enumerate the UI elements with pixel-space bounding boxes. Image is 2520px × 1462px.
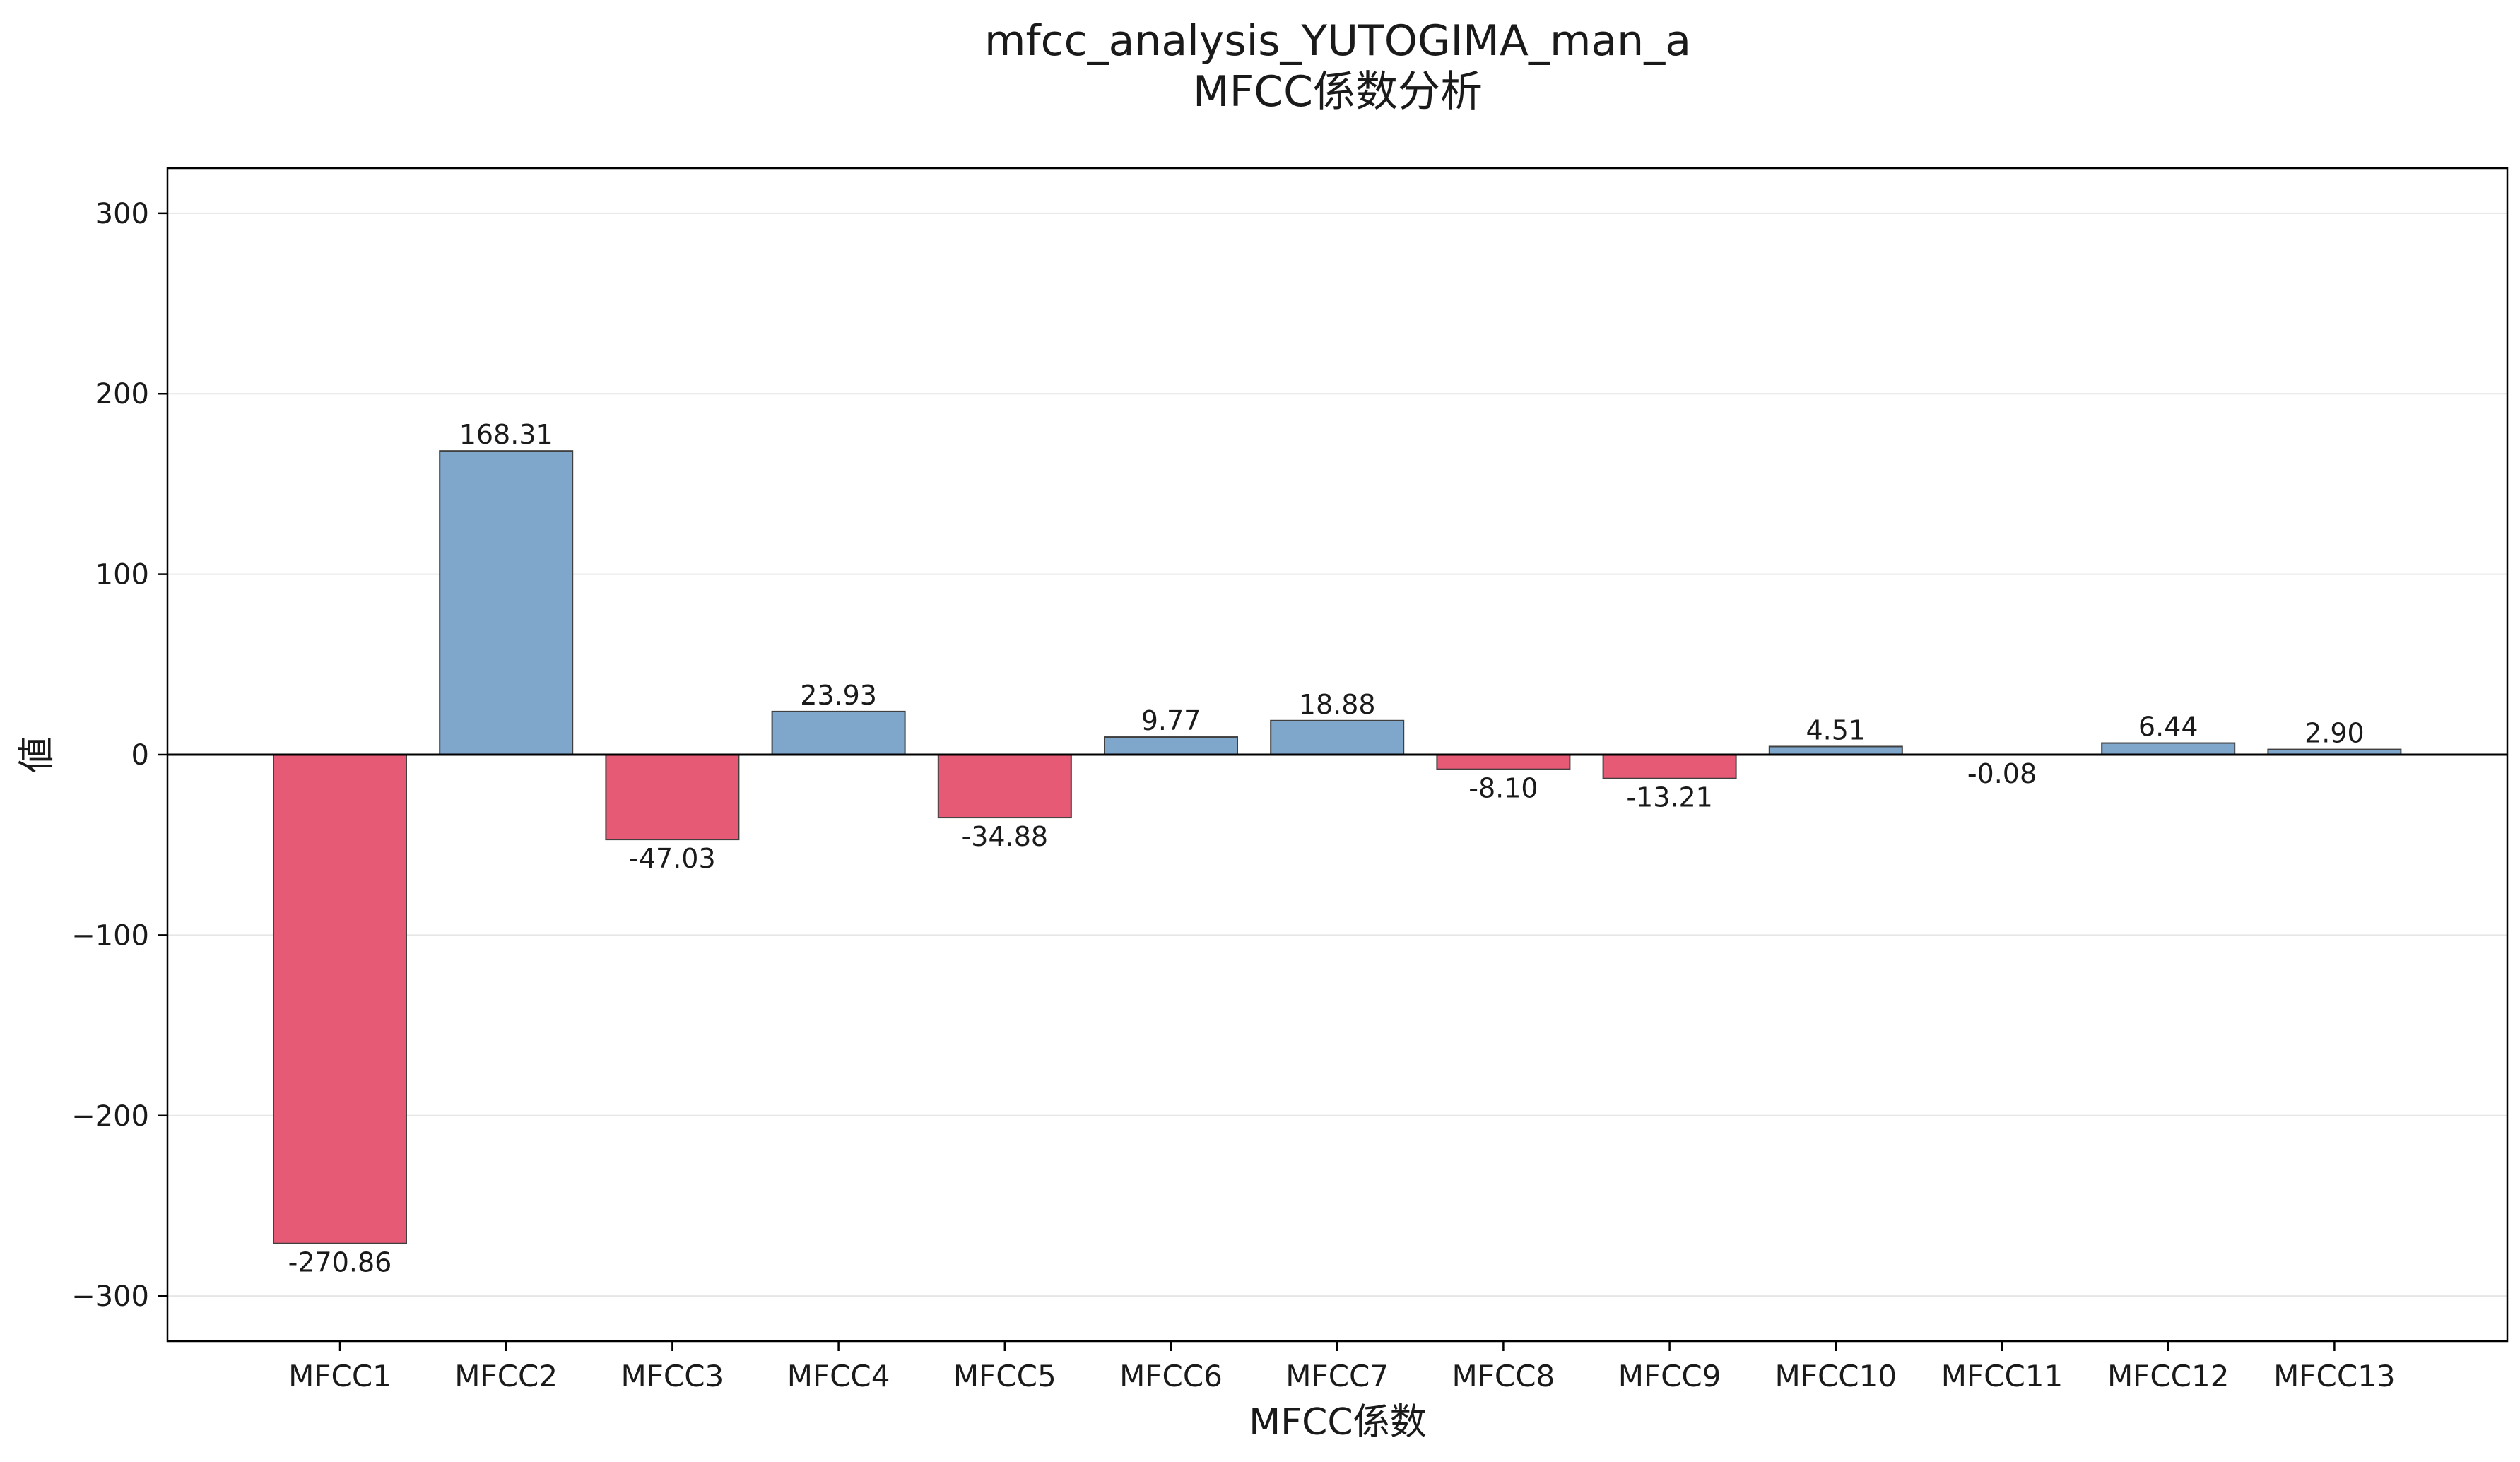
x-tick-label: MFCC11 [1941,1359,2063,1393]
x-axis-ticks: MFCC1 MFCC2 MFCC3 MFCC4 MFCC5 MFCC6 MFCC7 MFCC8… [288,1341,2396,1393]
y-axis-ticks: 300 200 100 0 −100 −200 −300 [71,198,167,1313]
y-tick-label: −100 [71,919,149,952]
y-tick-label: 300 [95,198,149,230]
x-tick-label: MFCC12 [2107,1359,2230,1393]
x-tick-label: MFCC5 [953,1359,1056,1393]
bar-mfcc7 [1270,719,1405,755]
bar-mfcc10 [1768,745,1903,756]
y-tick-label: −200 [71,1100,149,1133]
x-tick-label: MFCC2 [454,1359,558,1393]
chart-title: mfcc_analysis_YUTOGIMA_man_a [984,16,1691,66]
y-axis-label: 値 [16,736,59,773]
bar-mfcc3 [605,754,740,841]
value-label-mfcc10: 4.51 [1806,714,1866,745]
chart-subtitle: MFCC係数分析 [1193,67,1483,117]
y-tick-label: 100 [95,559,149,591]
y-tick-label: −300 [71,1280,149,1313]
value-label-mfcc3: -47.03 [629,843,716,874]
x-tick-label: MFCC3 [621,1359,724,1393]
y-tick-label: 0 [131,739,149,772]
x-axis-label: MFCC係数 [1249,1401,1426,1444]
bars [273,450,2402,1244]
x-tick-label: MFCC4 [787,1359,890,1393]
value-labels: -270.86 168.31 -47.03 23.93 -34.88 9.77 18.88 -… [288,419,2365,1278]
y-tick-label: 200 [95,378,149,411]
x-tick-label: MFCC10 [1775,1359,1897,1393]
value-label-mfcc1: -270.86 [288,1247,392,1278]
bar-mfcc9 [1602,754,1737,779]
x-tick-label: MFCC8 [1452,1359,1555,1393]
value-label-mfcc2: 168.31 [459,419,553,450]
value-label-mfcc7: 18.88 [1299,689,1376,720]
value-label-mfcc13: 2.90 [2304,718,2365,749]
bar-mfcc6 [1104,736,1238,756]
bar-mfcc8 [1436,754,1571,770]
value-label-mfcc12: 6.44 [2138,712,2198,743]
x-tick-label: MFCC9 [1618,1359,1721,1393]
value-label-mfcc6: 9.77 [1141,705,1201,736]
x-tick-label: MFCC13 [2273,1359,2396,1393]
value-label-mfcc8: -8.10 [1468,773,1538,804]
value-label-mfcc9: -13.21 [1626,782,1713,813]
x-tick-label: MFCC1 [288,1359,391,1393]
bar-mfcc12 [2101,742,2236,755]
bar-mfcc1 [273,754,407,1244]
value-label-mfcc11: -0.08 [1967,758,2037,789]
bar-mfcc2 [439,450,574,756]
x-tick-label: MFCC7 [1285,1359,1389,1393]
value-label-mfcc5: -34.88 [962,821,1049,852]
value-label-mfcc4: 23.93 [800,680,877,711]
bar-mfcc4 [771,710,906,756]
bar-mfcc5 [937,754,1072,819]
x-tick-label: MFCC6 [1119,1359,1223,1393]
